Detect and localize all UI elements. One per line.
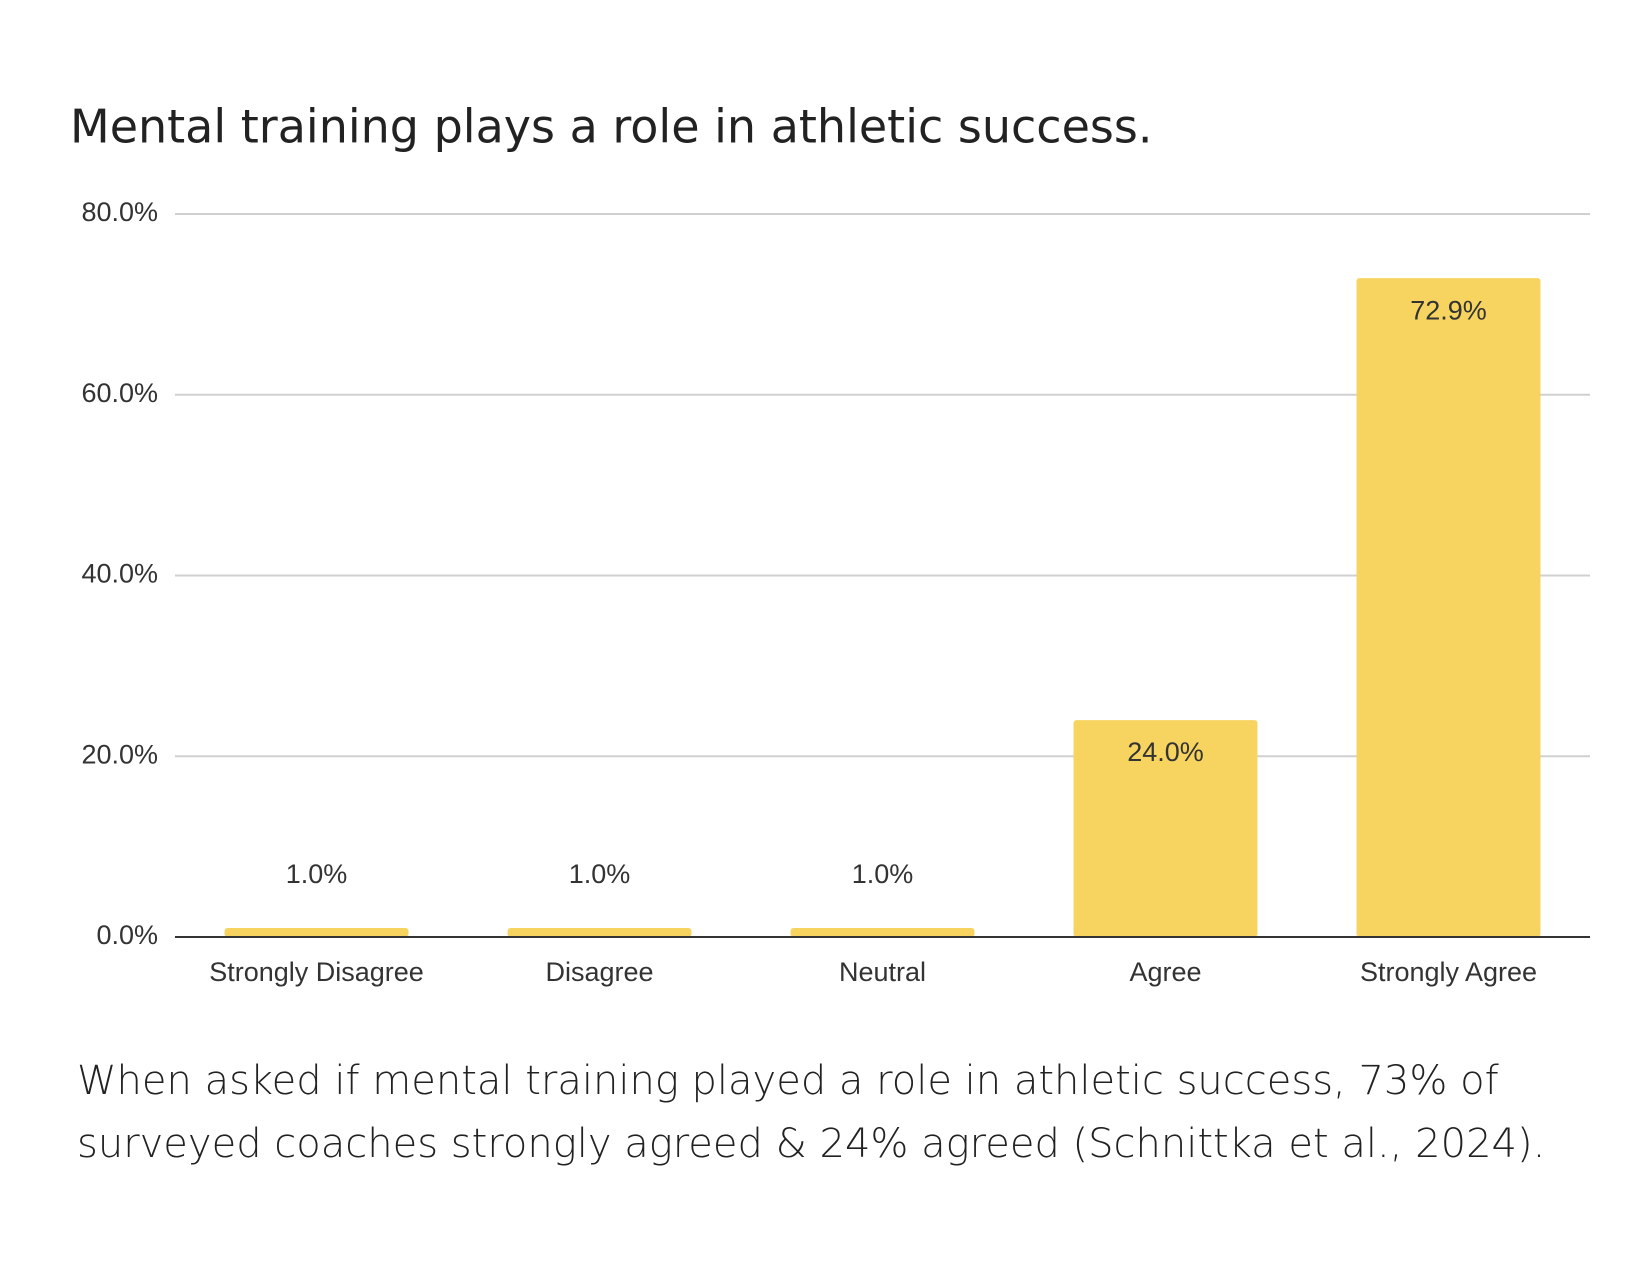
bar <box>1356 278 1541 937</box>
y-tick-label: 60.0% <box>81 378 158 408</box>
x-tick-label: Strongly Disagree <box>209 957 424 987</box>
data-label: 1.0% <box>286 859 348 889</box>
bar <box>507 927 692 937</box>
data-label: 24.0% <box>1127 737 1204 767</box>
y-tick-label: 20.0% <box>81 739 158 769</box>
x-tick-label: Disagree <box>545 957 653 987</box>
y-tick-label: 40.0% <box>81 559 158 589</box>
chart-title: Mental training plays a role in athletic… <box>70 100 1152 154</box>
data-label: 1.0% <box>569 859 631 889</box>
caption: surveyed coaches strongly agreed & 24% a… <box>77 1121 1545 1167</box>
data-label: 72.9% <box>1410 295 1487 325</box>
y-tick-label: 80.0% <box>81 197 158 227</box>
bar <box>1073 720 1258 937</box>
x-tick-label: Neutral <box>839 957 926 987</box>
x-tick-label: Strongly Agree <box>1360 957 1537 987</box>
bar <box>224 927 409 937</box>
data-label: 1.0% <box>852 859 914 889</box>
bar <box>790 927 975 937</box>
caption: When asked if mental training played a r… <box>77 1058 1499 1104</box>
y-tick-label: 0.0% <box>96 920 158 950</box>
x-tick-label: Agree <box>1129 957 1201 987</box>
